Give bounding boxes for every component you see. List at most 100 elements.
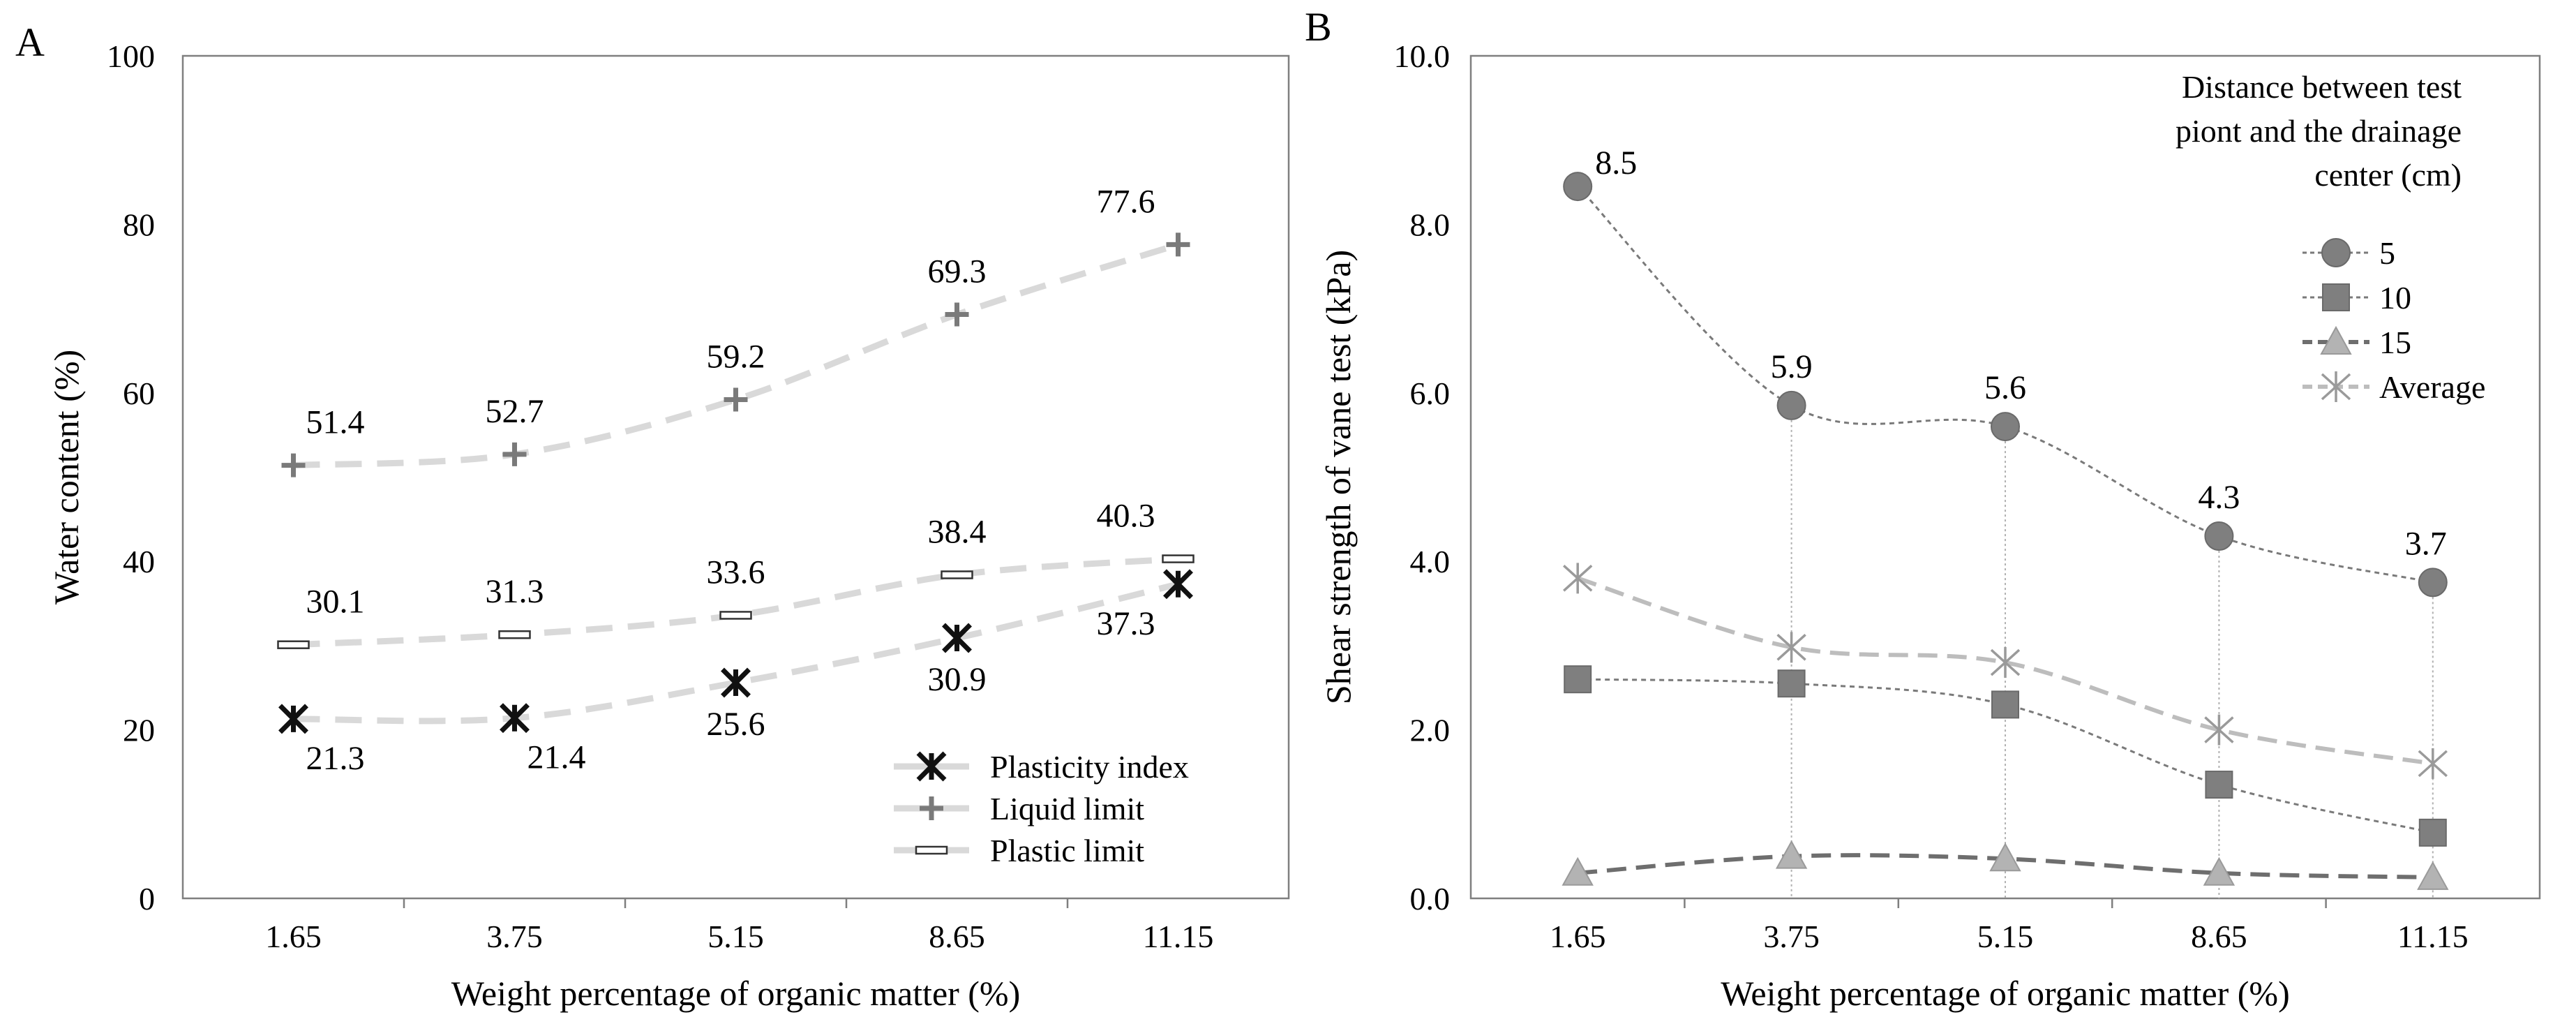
- data-label: 3.7: [2405, 525, 2447, 562]
- x-tick-label: 5.15: [707, 919, 764, 954]
- data-point: [1776, 632, 1806, 663]
- legend-label: 10: [2379, 280, 2411, 316]
- y-tick-label: 60: [123, 376, 155, 411]
- data-label: 37.3: [1097, 605, 1155, 642]
- y-tick-label: 0: [139, 881, 155, 917]
- x-axis-title: Weight percentage of organic matter (%): [1721, 974, 2290, 1013]
- data-point: [1777, 669, 1806, 698]
- data-point: [2204, 521, 2234, 551]
- x-tick-label: 1.65: [1550, 919, 1606, 954]
- legend-label: 15: [2379, 325, 2411, 360]
- data-point: [2417, 861, 2449, 890]
- data-label: 8.5: [1595, 144, 1637, 181]
- y-tick-label: 0.0: [1410, 881, 1451, 917]
- plot-frame: [1469, 54, 2541, 900]
- data-point: [1563, 172, 1593, 202]
- trend-line: [293, 581, 1179, 725]
- data-point: [719, 611, 752, 620]
- data-point: [1991, 412, 2020, 442]
- panel-letter-b: B: [1305, 4, 1332, 50]
- legend-marker: [2322, 283, 2350, 311]
- data-point: [2205, 771, 2233, 799]
- x-tick-label: 1.65: [265, 919, 322, 954]
- x-tick-label: 8.65: [929, 919, 985, 954]
- data-label: 52.7: [486, 393, 544, 430]
- data-point: [2418, 568, 2448, 598]
- data-label: 25.6: [707, 706, 765, 743]
- data-point: [2203, 856, 2236, 886]
- data-point: [942, 623, 972, 653]
- data-point: [721, 667, 751, 698]
- plot-frame: [181, 54, 1290, 900]
- data-point: [281, 453, 306, 477]
- data-point: [277, 640, 310, 649]
- data-point: [1562, 856, 1594, 886]
- legend-marker: [920, 796, 943, 820]
- data-label: 5.9: [1771, 348, 1813, 385]
- y-tick-label: 8.0: [1410, 207, 1451, 242]
- data-point: [502, 442, 527, 466]
- series-line: [1577, 576, 2434, 766]
- x-tick-label: 3.75: [486, 919, 543, 954]
- data-label: 59.2: [707, 338, 765, 375]
- y-axis-title: Shear strength of vane test (kPa): [1319, 250, 1358, 704]
- data-point: [941, 570, 973, 579]
- legend-title-line: Distance between test: [2182, 69, 2462, 105]
- data-point: [1991, 690, 2019, 719]
- x-tick-label: 11.15: [2397, 919, 2469, 954]
- data-label: 40.3: [1097, 498, 1155, 535]
- x-axis-title: Weight percentage of organic matter (%): [451, 974, 1021, 1013]
- data-label: 21.3: [306, 740, 365, 777]
- data-point: [2418, 818, 2447, 847]
- legend-marker: [915, 845, 948, 855]
- legend-marker: [2321, 371, 2351, 402]
- panel-letter-a: A: [15, 20, 45, 65]
- data-label: 33.6: [707, 554, 765, 591]
- data-label: 30.9: [928, 661, 987, 698]
- data-label: 5.6: [1984, 369, 2026, 406]
- panel-b-chart: 1.65 3.75 5.15 8.65 11.150.02.04.06.08.010.0…: [1319, 38, 2541, 1013]
- data-point: [1776, 390, 1806, 420]
- legend-label: Plasticity index: [990, 749, 1189, 785]
- panel-a-chart: 1.65 3.75 5.15 8.65 11.15 0 20 40 60 80 100 Weight …: [47, 38, 1290, 1013]
- data-point: [278, 704, 308, 734]
- data-label: 31.3: [486, 573, 544, 610]
- data-point: [1163, 569, 1193, 600]
- trend-line: [293, 242, 1179, 469]
- legend-title-line: center (cm): [2314, 157, 2462, 193]
- data-point: [724, 387, 748, 412]
- x-tick-label: 8.65: [2191, 919, 2247, 954]
- legend-label: 5: [2379, 235, 2395, 271]
- series-line: [1577, 186, 2434, 584]
- y-tick-label: 40: [123, 544, 155, 579]
- data-point: [1990, 647, 2021, 678]
- y-tick-label: 80: [123, 207, 155, 242]
- data-point: [2418, 748, 2448, 779]
- x-tick-label: 5.15: [1977, 919, 2034, 954]
- data-label: 30.1: [306, 584, 365, 621]
- y-tick-label: 10.0: [1394, 38, 1451, 74]
- data-point: [498, 630, 531, 639]
- y-tick-label: 100: [107, 38, 155, 74]
- data-point: [945, 302, 969, 327]
- legend-label: Plastic limit: [990, 833, 1144, 868]
- legend-marker: [2320, 325, 2352, 355]
- x-tick-label: 3.75: [1763, 919, 1820, 954]
- legend-label: Liquid limit: [990, 791, 1144, 826]
- data-point: [1563, 563, 1593, 594]
- data-label: 69.3: [928, 253, 987, 290]
- legend-marker: [916, 751, 947, 782]
- data-point: [1775, 840, 1808, 869]
- data-label: 21.4: [527, 739, 586, 776]
- data-point: [1989, 843, 2021, 872]
- data-label: 38.4: [928, 514, 987, 551]
- data-point: [1564, 665, 1592, 694]
- y-tick-label: 4.0: [1410, 544, 1451, 579]
- data-point: [1162, 554, 1195, 563]
- data-label: 51.4: [306, 404, 365, 441]
- data-point: [500, 703, 530, 734]
- legend-marker: [2321, 238, 2351, 267]
- x-tick-label: 11.15: [1143, 919, 1214, 954]
- y-tick-label: 20: [123, 713, 155, 748]
